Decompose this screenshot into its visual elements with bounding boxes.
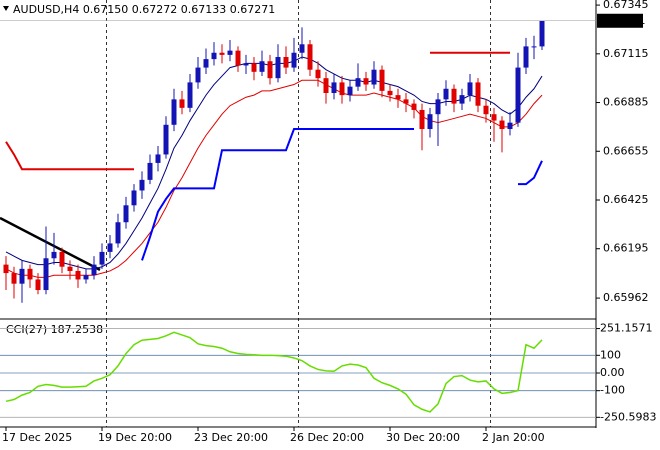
candle-body [507, 122, 513, 130]
candle-body [35, 279, 41, 291]
candle-body [411, 103, 417, 110]
candle-body [323, 78, 329, 94]
candle-body [371, 69, 377, 85]
candle-body [139, 179, 145, 191]
last-price-box [597, 13, 643, 28]
candle-body [459, 95, 465, 104]
candle-body [387, 90, 393, 96]
indicator-line [5, 141, 134, 171]
y-tick-label: 0.66195 [603, 242, 649, 255]
candle-body [403, 99, 409, 104]
candle-body [155, 154, 161, 163]
candle-body [539, 20, 545, 47]
candle-body [147, 162, 153, 180]
candle-body [243, 63, 249, 66]
symbol-icon [3, 6, 9, 11]
candle-body [491, 114, 497, 121]
candle-body [395, 95, 401, 100]
candle-body [331, 82, 337, 94]
candle-body [299, 44, 305, 53]
candle-body [427, 114, 433, 130]
candle-body [115, 222, 121, 244]
candle-body [3, 264, 9, 274]
candle-body [259, 61, 265, 72]
x-tick-label: 23 Dec 20:00 [194, 431, 268, 444]
candle-body [267, 61, 273, 79]
indicator-line [141, 128, 414, 261]
candle-body [227, 50, 233, 55]
candle-body [131, 190, 137, 206]
y-tick-label: 0.00 [600, 366, 625, 379]
candle-body [219, 52, 225, 55]
candle-body [339, 82, 345, 96]
candle-body [283, 56, 289, 68]
candle-body [99, 251, 105, 265]
candle-body [443, 88, 449, 100]
candle-body [211, 52, 217, 60]
candle-body [235, 50, 241, 66]
candle-body [91, 264, 97, 276]
x-tick-label: 26 Dec 20:00 [290, 431, 364, 444]
indicator-title: CCI(27) 187.2538 [6, 323, 103, 336]
candle-body [107, 243, 113, 252]
candle-body [523, 46, 529, 68]
y-tick-label: -250.5983 [600, 410, 656, 423]
candle-body [451, 88, 457, 104]
candle-body [499, 120, 505, 130]
candle-body [307, 44, 313, 70]
y-tick-label: 0.66655 [603, 144, 649, 157]
candle-body [467, 82, 473, 96]
candle-body [43, 258, 49, 291]
candle-body [435, 99, 441, 115]
candle-body [123, 205, 129, 223]
candle-body [19, 268, 25, 284]
chart-title: AUDUSD,H4 0.67150 0.67272 0.67133 0.6727… [13, 3, 275, 16]
candle-body [163, 124, 169, 155]
candle-body [195, 67, 201, 83]
candle-body [67, 266, 73, 271]
candle-body [483, 105, 489, 115]
x-tick-label: 2 Jan 20:00 [482, 431, 545, 444]
x-tick-label: 19 Dec 20:00 [98, 431, 172, 444]
candle-body [419, 109, 425, 130]
trendline [0, 216, 101, 272]
cci-line [5, 331, 543, 413]
last-price-label: 0.67271 [600, 14, 646, 27]
y-tick-label: 251.1571 [600, 322, 653, 335]
y-tick-label: 0.67115 [603, 47, 649, 60]
candle-body [363, 78, 369, 85]
candle-body [83, 275, 89, 280]
candle-body [291, 52, 297, 68]
candle-body [75, 270, 81, 280]
candle-body [275, 56, 281, 79]
y-tick-label: 0.67345 [603, 0, 649, 11]
candle-body [59, 251, 65, 267]
x-tick-label: 17 Dec 2025 [2, 431, 72, 444]
indicator-line [518, 160, 543, 186]
candle-body [347, 86, 353, 96]
candle-body [531, 46, 537, 48]
x-tick-label: 30 Dec 20:00 [386, 431, 460, 444]
candle-body [315, 69, 321, 79]
y-tick-label: 100 [600, 348, 621, 361]
y-tick-label: 0.66885 [603, 96, 649, 109]
y-tick-label: -100 [600, 384, 625, 397]
candle-body [515, 67, 521, 123]
candle-body [187, 82, 193, 108]
candle-body [11, 273, 17, 284]
y-tick-label: 0.66425 [603, 193, 649, 206]
candle-body [355, 78, 361, 87]
candle-body [475, 82, 481, 106]
candle-body [27, 268, 33, 280]
y-tick-label: 0.65962 [603, 291, 649, 304]
candle-body [203, 59, 209, 68]
candle-body [171, 99, 177, 125]
candle-body [251, 63, 257, 72]
candle-body [179, 99, 185, 108]
candle-body [379, 69, 385, 91]
candle-body [51, 251, 57, 259]
